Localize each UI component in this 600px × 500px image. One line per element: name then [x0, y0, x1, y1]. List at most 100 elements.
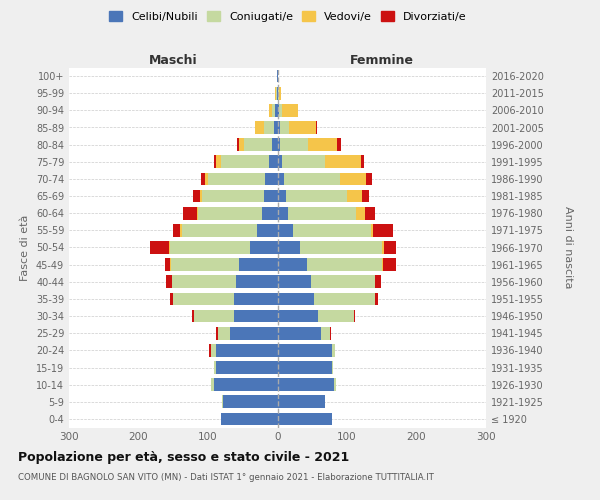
Bar: [272, 138, 277, 151]
Bar: [211, 378, 277, 391]
Bar: [277, 104, 283, 117]
Bar: [277, 276, 376, 288]
Bar: [277, 207, 375, 220]
Bar: [214, 156, 277, 168]
Bar: [277, 258, 382, 271]
Bar: [263, 121, 277, 134]
Bar: [277, 87, 279, 100]
Bar: [222, 396, 277, 408]
Bar: [170, 258, 277, 271]
Bar: [217, 156, 277, 168]
Bar: [197, 207, 277, 220]
Bar: [277, 156, 281, 168]
Bar: [194, 310, 277, 322]
Bar: [211, 344, 277, 357]
Bar: [277, 327, 329, 340]
Bar: [235, 310, 277, 322]
Bar: [237, 138, 277, 151]
Bar: [277, 87, 281, 100]
Bar: [277, 412, 332, 426]
Bar: [277, 327, 320, 340]
Bar: [171, 258, 277, 271]
Bar: [277, 344, 332, 357]
Bar: [277, 87, 281, 100]
Bar: [166, 276, 277, 288]
Bar: [182, 224, 277, 237]
Bar: [192, 310, 277, 322]
Bar: [214, 378, 277, 391]
Bar: [277, 241, 397, 254]
Text: Popolazione per età, sesso e stato civile - 2021: Popolazione per età, sesso e stato civil…: [18, 451, 349, 464]
Bar: [277, 361, 332, 374]
Bar: [265, 172, 277, 186]
Bar: [277, 378, 336, 391]
Bar: [223, 396, 277, 408]
Bar: [277, 396, 325, 408]
Y-axis label: Fasce di età: Fasce di età: [20, 214, 30, 280]
Bar: [275, 104, 277, 117]
Bar: [277, 412, 332, 426]
Bar: [277, 207, 288, 220]
Text: Femmine: Femmine: [350, 54, 414, 68]
Bar: [277, 190, 286, 202]
Bar: [218, 327, 277, 340]
Bar: [272, 104, 277, 117]
Bar: [214, 361, 277, 374]
Bar: [277, 327, 331, 340]
Bar: [221, 412, 277, 426]
Text: COMUNE DI BAGNOLO SAN VITO (MN) - Dati ISTAT 1° gennaio 2021 - Elaborazione TUTT: COMUNE DI BAGNOLO SAN VITO (MN) - Dati I…: [18, 472, 434, 482]
Bar: [165, 258, 277, 271]
Bar: [221, 412, 277, 426]
Bar: [221, 156, 277, 168]
Bar: [277, 224, 293, 237]
Bar: [208, 172, 277, 186]
Bar: [211, 344, 277, 357]
Bar: [193, 190, 277, 202]
Bar: [262, 207, 277, 220]
Bar: [180, 224, 277, 237]
Bar: [277, 190, 369, 202]
Bar: [211, 378, 277, 391]
Bar: [217, 344, 277, 357]
Bar: [172, 276, 277, 288]
Bar: [173, 292, 277, 306]
Bar: [269, 104, 277, 117]
Bar: [235, 292, 277, 306]
Bar: [277, 361, 333, 374]
Text: Maschi: Maschi: [149, 54, 197, 68]
Bar: [277, 190, 362, 202]
Bar: [277, 310, 354, 322]
Bar: [277, 258, 307, 271]
Bar: [277, 224, 371, 237]
Bar: [277, 138, 337, 151]
Bar: [277, 396, 325, 408]
Bar: [217, 327, 277, 340]
Bar: [269, 104, 277, 117]
Bar: [169, 241, 277, 254]
Bar: [277, 104, 298, 117]
Bar: [277, 310, 355, 322]
Bar: [277, 121, 317, 134]
Bar: [277, 172, 284, 186]
Bar: [269, 156, 277, 168]
Bar: [239, 258, 277, 271]
Bar: [277, 138, 280, 151]
Bar: [277, 292, 375, 306]
Bar: [277, 190, 347, 202]
Bar: [277, 378, 336, 391]
Bar: [276, 87, 277, 100]
Bar: [277, 121, 316, 134]
Bar: [198, 207, 277, 220]
Bar: [277, 156, 325, 168]
Bar: [239, 138, 277, 151]
Bar: [277, 361, 333, 374]
Bar: [172, 276, 277, 288]
Y-axis label: Anni di nascita: Anni di nascita: [563, 206, 573, 289]
Bar: [211, 378, 277, 391]
Bar: [277, 396, 325, 408]
Bar: [277, 292, 378, 306]
Bar: [209, 344, 277, 357]
Bar: [277, 327, 329, 340]
Bar: [277, 396, 325, 408]
Bar: [173, 292, 277, 306]
